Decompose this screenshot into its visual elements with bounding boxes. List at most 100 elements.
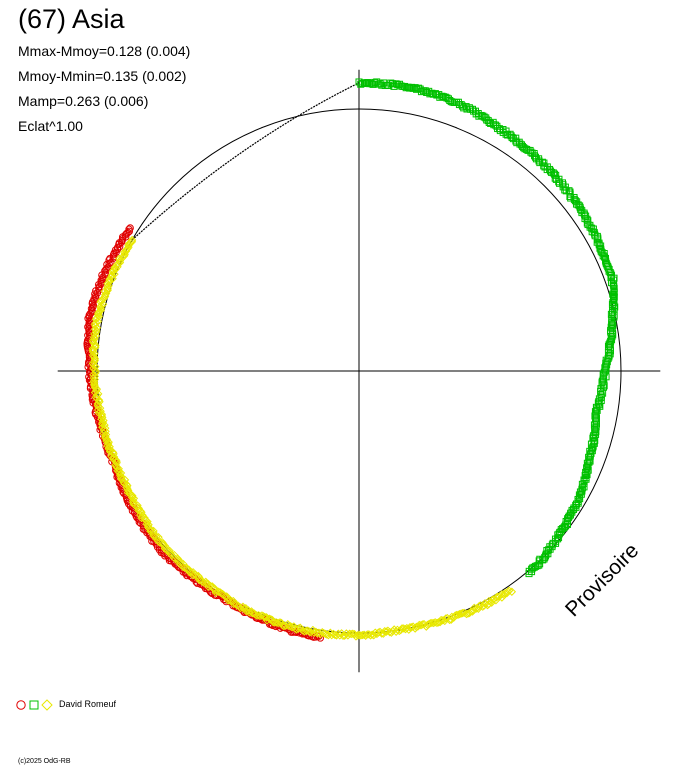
square-point <box>394 81 402 89</box>
diamond-point <box>272 618 281 627</box>
diamond-point <box>260 612 270 622</box>
diamond-point <box>112 458 121 467</box>
diamond-point <box>346 629 356 639</box>
stat-mamp: Mamp=0.263 (0.006) <box>18 93 149 109</box>
square-point <box>411 84 419 92</box>
square-point <box>507 132 515 140</box>
square-point <box>566 188 574 196</box>
diamond-point <box>273 618 283 628</box>
square-point <box>409 84 417 92</box>
diamond-point <box>99 416 108 425</box>
copyright: (c)2025 OdG-RB <box>18 758 71 765</box>
diamond-point <box>412 622 421 632</box>
square-point <box>552 175 560 183</box>
circle-point <box>126 224 134 232</box>
diamond-point <box>497 590 507 599</box>
data-points <box>83 78 619 642</box>
square-point <box>542 550 550 558</box>
square-point <box>512 134 520 142</box>
square-point <box>357 80 365 88</box>
diamond-point <box>103 439 113 449</box>
diamond-point <box>88 336 98 345</box>
legend-circle-icon <box>16 700 26 710</box>
square-point <box>416 85 424 93</box>
diamond-point <box>97 410 107 419</box>
square-point <box>609 307 617 315</box>
stat-eclat: Eclat^1.00 <box>18 118 83 134</box>
diamond-point <box>91 367 101 376</box>
axes <box>57 69 661 673</box>
square-point <box>360 79 368 87</box>
diamond-point <box>149 526 158 536</box>
circle-point <box>124 228 132 237</box>
diamond-point <box>136 510 145 520</box>
diamond-point <box>102 436 111 446</box>
square-point <box>371 78 379 86</box>
diamond-point <box>426 618 435 628</box>
square-point <box>408 83 416 91</box>
diamond-point <box>415 620 424 630</box>
legend-symbols <box>16 699 53 711</box>
diamond-point <box>504 586 514 595</box>
square-point <box>380 79 388 87</box>
diamond-point <box>322 630 332 639</box>
square-point <box>583 219 591 227</box>
diamond-point <box>133 501 142 510</box>
diamond-point <box>115 254 124 263</box>
square-point <box>610 292 618 300</box>
diamond-point <box>128 498 138 507</box>
circle-point <box>84 323 92 331</box>
diamond-point <box>92 326 101 336</box>
diamond-point <box>99 429 108 438</box>
diamond-point <box>90 319 100 329</box>
legend-diamond-icon <box>41 699 53 711</box>
square-point <box>608 315 616 323</box>
diamond-point <box>452 610 461 620</box>
diamond-point <box>183 564 192 574</box>
diamond-point <box>305 627 314 636</box>
diamond-point <box>255 611 265 621</box>
diamond-point <box>127 493 137 502</box>
diamond-point <box>128 496 138 505</box>
diamond-point <box>96 302 105 312</box>
diamond-point <box>507 587 517 596</box>
legend-square-icon <box>29 700 39 710</box>
diamond-point <box>101 432 110 441</box>
diamond-point <box>109 266 118 275</box>
square-point <box>355 78 363 86</box>
diamond-point <box>435 617 445 627</box>
square-point <box>373 78 381 86</box>
diamond-point <box>277 618 286 628</box>
square-point <box>609 298 617 306</box>
diamond-point <box>105 447 115 456</box>
connector-path <box>131 82 360 241</box>
square-point <box>359 80 367 88</box>
diamond-point <box>453 610 463 620</box>
diamond-point <box>98 417 108 427</box>
square-point <box>462 103 470 111</box>
circle-point <box>102 265 110 274</box>
circle-point <box>92 287 100 295</box>
circle-point <box>107 258 115 267</box>
circle-point <box>84 314 92 323</box>
diamond-point <box>88 346 98 355</box>
diamond-point <box>324 630 333 640</box>
circle-point <box>106 254 114 263</box>
chart-title: (67) Asia <box>18 4 125 34</box>
diamond-point <box>202 579 211 588</box>
diamond-point <box>186 567 196 577</box>
diamond-point <box>107 452 116 461</box>
diamond-point <box>124 239 134 248</box>
diamond-point <box>211 588 221 597</box>
diamond-point <box>94 308 103 318</box>
diamond-point <box>380 627 389 636</box>
legend-author: David Romeuf <box>59 699 117 709</box>
diamond-point <box>90 378 99 387</box>
diamond-point <box>418 620 427 629</box>
diamond-point <box>93 405 103 415</box>
diamond-point <box>387 628 396 637</box>
diamond-point <box>294 624 303 633</box>
diamond-point <box>143 517 152 526</box>
diamond-point <box>405 623 415 632</box>
